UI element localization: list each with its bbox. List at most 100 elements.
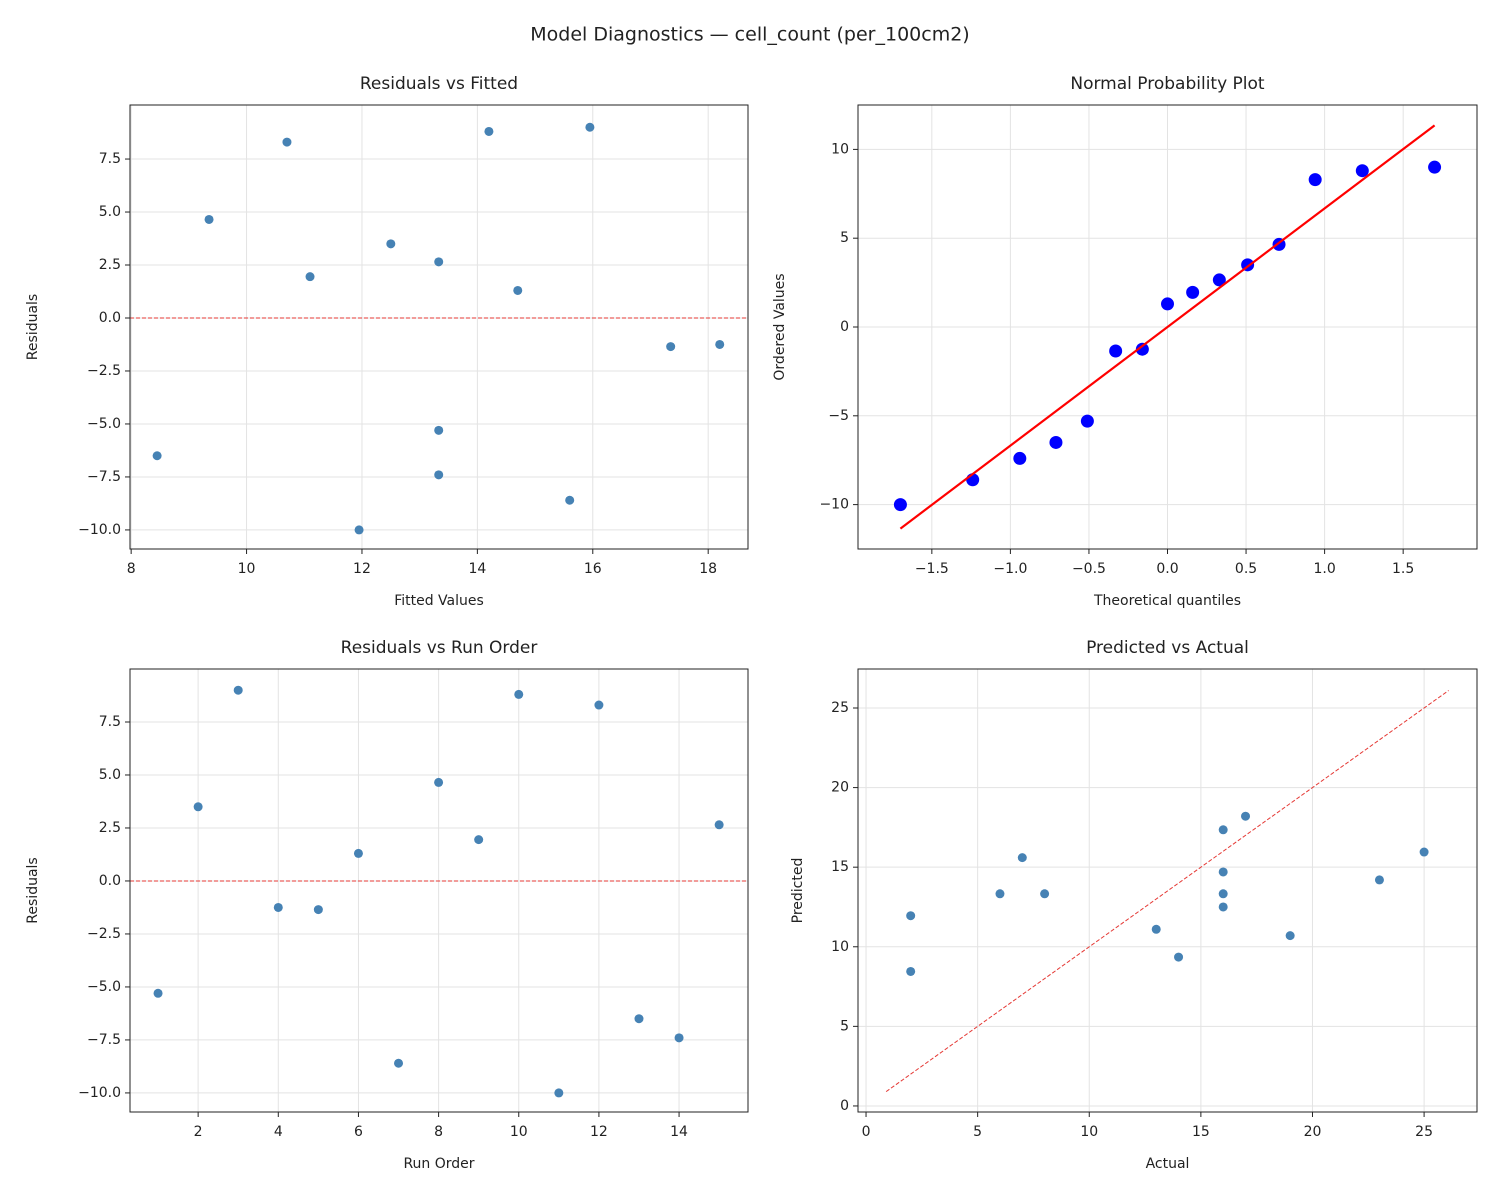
- subplot-title: Predicted vs Actual: [1086, 638, 1249, 658]
- point: [513, 285, 523, 295]
- y-tick-label: 5: [840, 1018, 849, 1034]
- point: [193, 802, 203, 812]
- point: [715, 339, 725, 349]
- y-tick-label: 7.5: [99, 714, 121, 730]
- y-tick-label: −7.5: [87, 469, 121, 485]
- x-tick-label: 10: [510, 1124, 528, 1140]
- point: [1285, 931, 1295, 941]
- x-tick-label: 10: [1080, 1124, 1098, 1140]
- point: [354, 525, 364, 535]
- point: [313, 905, 323, 915]
- y-tick-label: −2.5: [87, 926, 121, 942]
- subplot-title: Residuals vs Fitted: [360, 74, 518, 94]
- point: [1186, 285, 1200, 299]
- point: [565, 495, 575, 505]
- subplot-title: Normal Probability Plot: [1070, 74, 1265, 94]
- y-tick-label: −2.5: [87, 363, 121, 379]
- point: [1308, 173, 1322, 187]
- point: [1428, 160, 1442, 174]
- x-axis-label: Run Order: [403, 1156, 474, 1172]
- x-tick-label: 12: [353, 561, 371, 577]
- point: [1135, 342, 1149, 356]
- y-tick-label: 5: [840, 230, 849, 246]
- reference-line: [885, 690, 1449, 1093]
- point: [906, 911, 916, 921]
- x-tick-label: 1.0: [1313, 561, 1335, 577]
- point: [474, 835, 484, 845]
- point: [906, 966, 916, 976]
- x-tick-label: 10: [238, 561, 256, 577]
- point: [1013, 451, 1027, 465]
- y-axis-label: Ordered Values: [772, 273, 788, 380]
- point: [666, 342, 676, 352]
- x-tick-label: −0.5: [1072, 561, 1106, 577]
- axes-frame: [129, 668, 749, 1113]
- axes-frame: [857, 104, 1478, 550]
- point: [273, 902, 283, 912]
- point: [353, 848, 363, 858]
- point: [1109, 344, 1123, 358]
- subplot-title: Residuals vs Run Order: [341, 638, 538, 658]
- y-tick-label: 0.0: [99, 873, 121, 889]
- y-tick-label: −10.0: [78, 522, 121, 538]
- point: [585, 122, 595, 132]
- axes-frame: [129, 104, 749, 550]
- y-tick-label: 0: [840, 319, 849, 335]
- point: [1212, 273, 1226, 287]
- x-tick-label: 5: [973, 1124, 982, 1140]
- x-tick-label: 8: [127, 561, 136, 577]
- x-tick-label: 14: [468, 561, 486, 577]
- point: [1174, 952, 1184, 962]
- point: [434, 777, 444, 787]
- y-tick-label: 0: [840, 1098, 849, 1114]
- x-tick-label: 18: [699, 561, 717, 577]
- point: [1241, 811, 1251, 821]
- y-tick-label: 5.0: [99, 204, 121, 220]
- point: [893, 498, 907, 512]
- point: [1161, 297, 1174, 311]
- point: [1017, 853, 1027, 863]
- point: [204, 214, 214, 224]
- point: [1151, 924, 1161, 934]
- x-tick-label: 2: [194, 1124, 203, 1140]
- axes-frame: [857, 668, 1478, 1113]
- point: [674, 1033, 684, 1043]
- point: [995, 889, 1005, 899]
- point: [434, 470, 444, 480]
- y-tick-label: 2.5: [99, 820, 121, 836]
- y-tick-label: −5.0: [87, 979, 121, 995]
- x-tick-label: 4: [274, 1124, 283, 1140]
- point: [714, 820, 724, 830]
- point: [1374, 875, 1384, 885]
- figure-title: Model Diagnostics — cell_count (per_100c…: [530, 24, 969, 46]
- y-tick-label: 20: [831, 780, 849, 796]
- point: [1218, 825, 1228, 835]
- y-tick-label: −10: [819, 497, 849, 513]
- point: [484, 126, 494, 136]
- point: [1049, 435, 1063, 449]
- x-tick-label: 16: [584, 561, 602, 577]
- x-tick-label: −1.0: [993, 561, 1027, 577]
- point: [1218, 867, 1228, 877]
- x-axis-label: Theoretical quantiles: [1093, 593, 1241, 609]
- point: [1419, 847, 1429, 857]
- y-tick-label: −5: [828, 408, 849, 424]
- point: [152, 451, 162, 461]
- x-tick-label: 8: [434, 1124, 443, 1140]
- point: [233, 685, 243, 695]
- x-tick-label: 0: [862, 1124, 871, 1140]
- point: [1040, 889, 1050, 899]
- point: [1218, 902, 1228, 912]
- x-tick-label: 12: [590, 1124, 608, 1140]
- x-tick-label: 15: [1192, 1124, 1210, 1140]
- y-tick-label: −7.5: [87, 1032, 121, 1048]
- point: [554, 1088, 564, 1098]
- point: [594, 700, 604, 710]
- point: [434, 425, 444, 435]
- y-axis-label: Residuals: [25, 294, 41, 360]
- point: [305, 272, 315, 282]
- y-tick-label: −5.0: [87, 416, 121, 432]
- x-tick-label: 20: [1304, 1124, 1322, 1140]
- point: [153, 988, 163, 998]
